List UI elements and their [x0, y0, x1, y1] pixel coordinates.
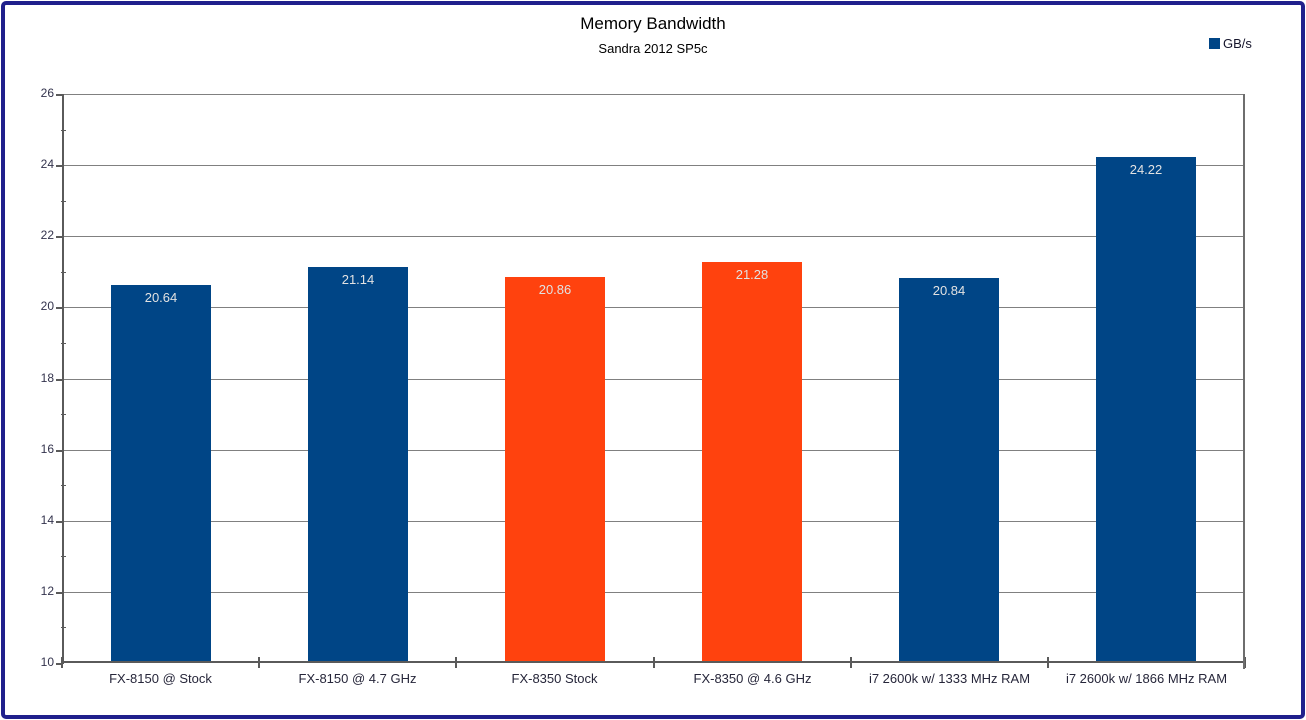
y-axis-label: 10 — [40, 655, 54, 669]
gridline-y-14 — [62, 521, 1245, 522]
y-axis-label: 24 — [40, 157, 54, 171]
legend: GB/s — [1209, 36, 1252, 51]
y-axis-tick-10 — [56, 663, 62, 665]
x-axis-category-label: FX-8350 Stock — [511, 671, 598, 686]
y-axis-label: 26 — [40, 86, 54, 100]
bar-value-label: 21.14 — [341, 272, 375, 287]
bar-3: 21.28 — [702, 262, 802, 662]
x-axis-category-label: FX-8150 @ Stock — [109, 671, 212, 686]
y-axis-tick-16 — [56, 450, 62, 452]
y-axis-tick-24 — [56, 165, 62, 167]
y-axis-label: 12 — [40, 584, 54, 598]
y-axis-tick-14 — [56, 521, 62, 523]
bar-value-label: 20.84 — [932, 283, 966, 298]
bar-value-label: 21.28 — [735, 267, 769, 282]
plot-right-border — [1243, 94, 1245, 669]
y-axis-label: 20 — [40, 299, 54, 313]
legend-label: GB/s — [1223, 36, 1252, 51]
x-axis-category-label: FX-8150 @ 4.7 GHz — [298, 671, 417, 686]
gridline-y-22 — [62, 236, 1245, 237]
gridline-y-24 — [62, 165, 1245, 166]
legend-swatch-icon — [1209, 38, 1220, 49]
x-axis-category-label: i7 2600k w/ 1333 MHz RAM — [868, 671, 1031, 686]
gridline-y-16 — [62, 450, 1245, 451]
y-axis-tick-26 — [56, 94, 62, 96]
chart-title: Memory Bandwidth — [580, 14, 726, 33]
bar-5: 24.22 — [1096, 157, 1196, 662]
y-axis-label: 18 — [40, 371, 54, 385]
y-axis-tick-18 — [56, 379, 62, 381]
x-axis-line — [62, 661, 1245, 663]
plot-area: 10 12 14 16 18 20 22 24 26 20.64 FX-8150 @ Stock 21… — [41, 86, 1246, 686]
y-axis-label: 14 — [40, 513, 54, 527]
bar-1: 21.14 — [308, 267, 408, 662]
y-axis-line — [62, 94, 64, 664]
gridline-y-18 — [62, 379, 1245, 380]
y-axis-label: 22 — [40, 228, 54, 242]
bar-2: 20.86 — [505, 277, 605, 662]
x-axis-tick-6 — [1244, 657, 1246, 668]
y-axis-label: 16 — [40, 442, 54, 456]
y-axis-tick-12 — [56, 592, 62, 594]
x-axis-category-label: i7 2600k w/ 1866 MHz RAM — [1065, 671, 1228, 686]
x-axis-category-label: FX-8350 @ 4.6 GHz — [693, 671, 812, 686]
y-axis-tick-20 — [56, 307, 62, 309]
chart-subtitle: Sandra 2012 SP5c — [598, 41, 708, 56]
bar-0: 20.64 — [111, 285, 211, 662]
bar-value-label: 20.86 — [538, 282, 572, 297]
bar-4: 20.84 — [899, 278, 999, 662]
bar-value-label: 24.22 — [1129, 162, 1163, 177]
gridline-y-12 — [62, 592, 1245, 593]
bar-value-label: 20.64 — [144, 290, 178, 305]
gridline-y-20 — [62, 307, 1245, 308]
gridline-y-26 — [62, 94, 1245, 95]
y-axis-tick-22 — [56, 236, 62, 238]
